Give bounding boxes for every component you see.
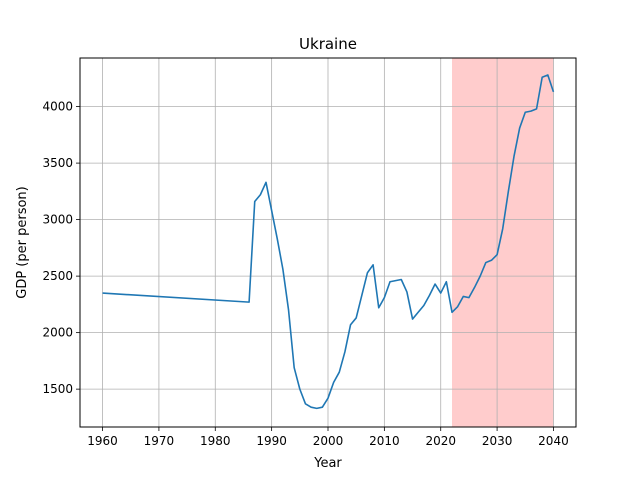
x-axis-ticks: 1960 1970 1980 1990 2000 2010 2020 2030 2040 (87, 427, 569, 448)
x-tick-label: 2000 (313, 434, 344, 448)
gdp-series-line (102, 74, 555, 410)
y-tick-label: 2000 (42, 326, 73, 340)
y-tick-label: 4000 (42, 100, 73, 114)
x-tick-label: 1960 (87, 434, 118, 448)
forecast-shaded-region-layer (452, 58, 554, 427)
y-tick-label: 3000 (42, 213, 73, 227)
forecast-shaded-region (452, 58, 554, 427)
x-axis-label: Year (313, 456, 342, 471)
x-tick-label: 2040 (538, 434, 569, 448)
x-tick-label: 1970 (144, 434, 175, 448)
y-tick-label: 3500 (42, 156, 73, 170)
y-axis-ticks: 1500 2000 2500 3000 3500 4000 (42, 100, 80, 396)
x-tick-label: 1980 (200, 434, 231, 448)
grid-layer (80, 58, 576, 427)
x-tick-label: 2030 (482, 434, 513, 448)
y-tick-label: 2500 (42, 269, 73, 283)
x-tick-label: 2020 (425, 434, 456, 448)
y-axis-label: GDP (per person) (15, 186, 30, 299)
series-line-layer (102, 74, 555, 410)
x-tick-label: 1990 (256, 434, 287, 448)
y-tick-label: 1500 (42, 382, 73, 396)
chart-title: Ukraine (299, 35, 357, 53)
x-tick-label: 2010 (369, 434, 400, 448)
